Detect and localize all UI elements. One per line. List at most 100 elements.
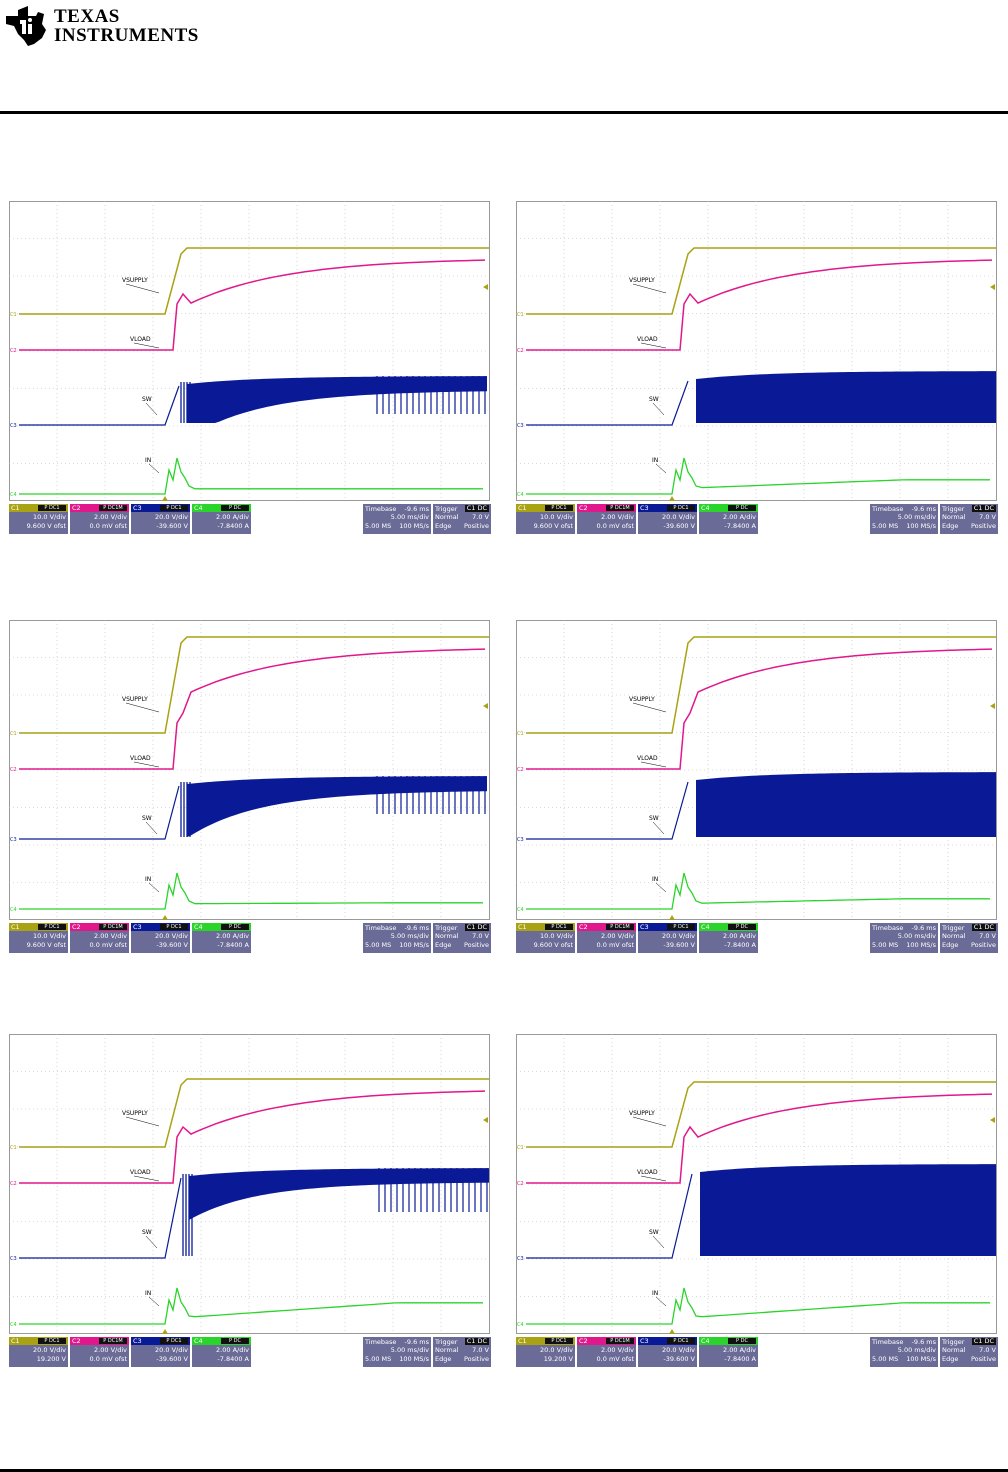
channel-box-c3: C3 P DC1 20.0 V/div -39.600 V — [131, 1337, 190, 1367]
channel-scale: 2.00 A/div — [723, 1346, 756, 1354]
channel-offset: 19.200 V — [543, 1355, 573, 1363]
timebase-scale: 5.00 ms/div — [390, 932, 429, 940]
channel-tag: P DC1M — [99, 505, 127, 511]
trigger-box: Trigger C1 DC Normal 7.0 V Edge Positive — [940, 923, 998, 953]
channel-name: C4 — [701, 504, 710, 512]
trigger-mode: Normal — [435, 513, 459, 521]
trace-c4-in — [526, 457, 990, 495]
timebase-label: Timebase — [872, 1338, 904, 1346]
trace-c1-vsupply — [19, 1078, 489, 1148]
channel-box-c3: C3 P DC1 20.0 V/div -39.600 V — [131, 504, 190, 534]
timebase-samples: 5.00 MS — [365, 1355, 392, 1363]
channel-offset: -7.8400 A — [724, 1355, 756, 1363]
channel-name: C2 — [72, 1337, 81, 1345]
timebase-value: -9.6 ms — [404, 924, 429, 932]
trigger-slope: Positive — [970, 941, 996, 949]
trace-c4-in — [19, 872, 483, 910]
channel-offset: -7.8400 A — [724, 522, 756, 530]
timebase-samples: 5.00 MS — [365, 522, 392, 530]
channel-offset: -7.8400 A — [217, 941, 249, 949]
trace-c3-sw — [19, 1168, 489, 1259]
channel-tag: P DC1M — [606, 924, 634, 930]
trigger-mode: Normal — [435, 1346, 459, 1354]
channel-marker: C3 — [517, 1256, 524, 1262]
channel-marker: C2 — [10, 348, 17, 354]
trace-label-sw: SW — [649, 815, 659, 822]
trace-c2-vload — [526, 1093, 993, 1184]
trace-label-vsupply: VSUPPLY — [122, 696, 148, 703]
trigger-type: Edge — [435, 1355, 452, 1363]
channel-scale: 10.0 V/div — [33, 513, 66, 521]
logo-line1: TEXAS — [54, 6, 120, 27]
trigger-source: C1 DC — [971, 923, 996, 931]
channel-tag: P DC1M — [99, 924, 127, 930]
scope-plot: VSUPPLY VLOAD SW IN C1 C2 C3 C4 — [516, 1034, 997, 1334]
trace-label-in: IN — [145, 876, 151, 883]
trigger-source: C1 DC — [971, 504, 996, 512]
trigger-box: Trigger C1 DC Normal 7.0 V Edge Positive — [433, 1337, 491, 1367]
channel-name: C3 — [640, 923, 649, 931]
trace-c3-sw — [526, 1164, 996, 1259]
channel-box-c4: C4 P DC 2.00 A/div -7.8400 A — [699, 504, 758, 534]
trigger-level: 7.0 V — [472, 932, 489, 940]
timebase-box: Timebase -9.6 ms 5.00 ms/div 5.00 MS 100… — [363, 1337, 431, 1367]
channel-scale: 20.0 V/div — [540, 1346, 573, 1354]
channel-scale: 2.00 A/div — [723, 932, 756, 940]
trace-c1-vsupply — [19, 636, 489, 734]
trace-c4-in — [526, 872, 990, 910]
trace-c2-vload — [19, 259, 486, 351]
timebase-scale: 5.00 ms/div — [897, 1346, 936, 1354]
channel-box-c4: C4 P DC 2.00 A/div -7.8400 A — [192, 1337, 251, 1367]
scope-plot: VSUPPLY VLOAD SW IN C1 C2 C3 C4 — [9, 201, 490, 501]
scope-info-panel: C1 P DC1 20.0 V/div 19.200 V C2 P DC1M 2.00… — [9, 1337, 491, 1367]
channel-marker: C4 — [10, 492, 17, 498]
channel-tag: P DC — [221, 924, 249, 930]
channel-box-c1: C1 P DC1 20.0 V/div 19.200 V — [516, 1337, 575, 1367]
channel-box-c1: C1 P DC1 10.0 V/div 9.600 V ofst — [516, 923, 575, 953]
channel-marker: C3 — [517, 423, 524, 429]
trigger-type: Edge — [942, 522, 959, 530]
channel-box-c2: C2 P DC1M 2.00 V/div 0.0 mV ofst — [577, 504, 636, 534]
trace-c2-vload — [526, 259, 993, 351]
channel-offset: -7.8400 A — [724, 941, 756, 949]
timebase-rate: 100 MS/s — [399, 941, 429, 949]
channel-offset: 9.600 V ofst — [533, 941, 573, 949]
scope-info-panel: C1 P DC1 20.0 V/div 19.200 V C2 P DC1M 2.00… — [516, 1337, 998, 1367]
channel-offset: 9.600 V ofst — [26, 522, 66, 530]
trace-label-vload: VLOAD — [130, 336, 151, 343]
ti-logo: TEXAS INSTRUMENTS — [4, 4, 204, 52]
timebase-label: Timebase — [872, 924, 904, 932]
footer-rule — [0, 1469, 1008, 1472]
trigger-slope: Positive — [970, 522, 996, 530]
scope-plot: VSUPPLY VLOAD SW IN C1 C2 C3 C4 — [9, 1034, 490, 1334]
ti-state-logo-icon — [6, 6, 46, 46]
channel-name: C3 — [640, 504, 649, 512]
channel-marker: C1 — [10, 731, 17, 737]
channel-marker: C1 — [517, 1145, 524, 1151]
trace-c2-vload — [526, 648, 993, 770]
trigger-box: Trigger C1 DC Normal 7.0 V Edge Positive — [940, 1337, 998, 1367]
trace-label-sw: SW — [142, 815, 152, 822]
channel-offset: -7.8400 A — [217, 522, 249, 530]
channel-tag: P DC1 — [667, 505, 695, 511]
channel-tag: P DC1 — [38, 1338, 66, 1344]
channel-offset: -7.8400 A — [217, 1355, 249, 1363]
trigger-slope: Positive — [463, 941, 489, 949]
trigger-label: Trigger — [942, 505, 965, 513]
trigger-level-marker — [990, 284, 995, 290]
trace-c4-in — [19, 457, 483, 495]
scope-capture: VSUPPLY VLOAD SW IN C1 C2 C3 C4 C1 P DC1 20.0 V/d… — [516, 1034, 998, 1367]
channel-box-c2: C2 P DC1M 2.00 V/div 0.0 mV ofst — [577, 923, 636, 953]
channel-marker: C3 — [10, 1256, 17, 1262]
trigger-level: 7.0 V — [979, 1346, 996, 1354]
channel-name: C3 — [133, 1337, 142, 1345]
channel-box-c1: C1 P DC1 10.0 V/div 9.600 V ofst — [9, 504, 68, 534]
timebase-rate: 100 MS/s — [906, 522, 936, 530]
channel-name: C4 — [194, 504, 203, 512]
trigger-slope: Positive — [970, 1355, 996, 1363]
channel-scale: 10.0 V/div — [540, 513, 573, 521]
channel-offset: 0.0 mV ofst — [89, 941, 127, 949]
trigger-label: Trigger — [435, 505, 458, 513]
scope-capture: VSUPPLY VLOAD SW IN C1 C2 C3 C4 C1 P DC1 10.0 V/d… — [516, 201, 998, 534]
channel-name: C2 — [72, 504, 81, 512]
